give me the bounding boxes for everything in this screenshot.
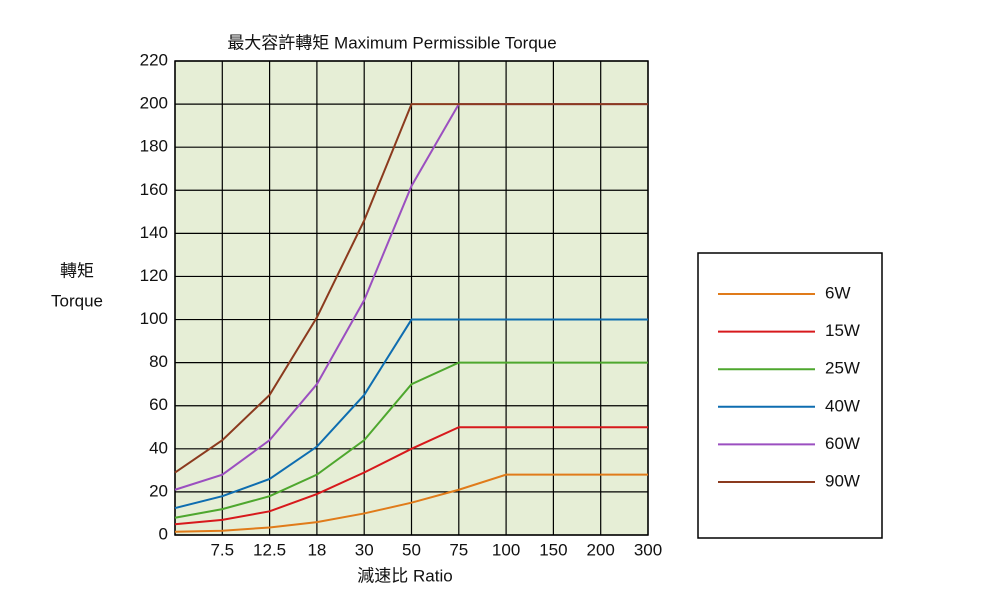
x-tick-label: 150: [539, 540, 567, 559]
y-tick-label: 140: [140, 223, 168, 242]
x-tick-label: 18: [307, 540, 326, 559]
legend-box: [697, 252, 883, 539]
y-axis-label: Torque: [51, 291, 103, 310]
legend-label: 6W: [825, 283, 851, 302]
y-tick-label: 200: [140, 94, 168, 113]
x-tick-label: 200: [587, 540, 615, 559]
legend-label: 25W: [825, 359, 860, 378]
plot-frame: [174, 60, 649, 536]
x-tick-label: 300: [634, 540, 662, 559]
line-series: [174, 426, 648, 526]
y-tick-label: 220: [140, 50, 168, 69]
x-tick-label: 12.5: [253, 540, 286, 559]
y-tick-label: 160: [140, 180, 168, 199]
legend-label: 90W: [825, 471, 860, 490]
y-tick-label: 80: [149, 352, 168, 371]
line-series: [174, 318, 648, 510]
legend-label: 60W: [825, 434, 860, 453]
x-tick-label: 100: [492, 540, 520, 559]
y-tick-label: 180: [140, 137, 168, 156]
line-series: [174, 473, 648, 533]
y-axis-label: 轉矩: [60, 261, 94, 280]
legend-label: 15W: [825, 321, 860, 340]
x-tick-label: 30: [355, 540, 374, 559]
x-tick-label: 50: [402, 540, 421, 559]
y-tick-label: 120: [140, 266, 168, 285]
y-tick-label: 0: [159, 524, 168, 543]
x-tick-label: 7.5: [210, 540, 234, 559]
y-tick-label: 40: [149, 438, 168, 457]
legend-label: 40W: [825, 396, 860, 415]
y-tick-label: 100: [140, 309, 168, 328]
x-tick-label: 75: [449, 540, 468, 559]
y-tick-label: 20: [149, 481, 168, 500]
chart-title: 最大容許轉矩 Maximum Permissible Torque: [227, 33, 556, 52]
line-series: [174, 103, 648, 474]
x-axis-label: 減速比 Ratio: [357, 566, 452, 585]
line-series: [174, 361, 648, 519]
y-tick-label: 60: [149, 395, 168, 414]
